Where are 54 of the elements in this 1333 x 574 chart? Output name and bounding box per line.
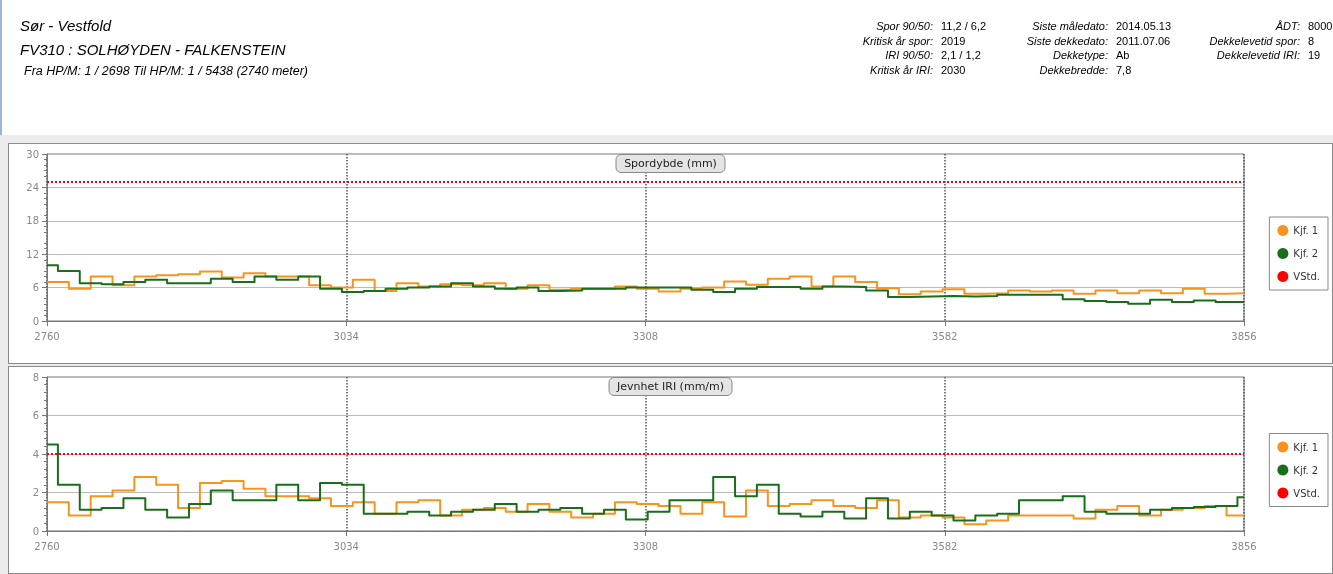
y-tick-label: 24: [26, 181, 39, 193]
y-tick-label: 6: [32, 410, 39, 421]
text: Dekkelevetid IRI:: [1216, 49, 1300, 61]
text: Kritisk år spor:: [862, 34, 933, 47]
text: ÅDT:: [1275, 20, 1300, 32]
text: 8000: [1308, 20, 1333, 32]
legend-label: Kjf. 1: [1293, 225, 1319, 236]
x-tick-label: 2760: [34, 540, 60, 552]
text: Dekketype:: [1052, 49, 1108, 61]
y-tick-label: 12: [26, 248, 39, 260]
y-tick-label: 30: [26, 148, 39, 160]
chart-title: Spordybde (mm): [624, 157, 717, 170]
text: Fra HP/M: 1 / 2698 Til HP/M: 1 / 5438 (2740 meter): [24, 64, 309, 78]
chart-title: Jevnhet IRI (mm/m): [615, 380, 725, 393]
y-tick-label: 0: [32, 315, 39, 327]
y-tick-label: 4: [32, 448, 39, 460]
x-tick-label: 3034: [333, 330, 359, 342]
text: Spor 90/50:: [876, 20, 933, 32]
text: 2011.07.06: [1116, 34, 1171, 47]
legend-label: Kjf. 2: [1293, 464, 1319, 476]
y-tick-label: 2: [32, 487, 39, 498]
legend-label: VStd.: [1293, 487, 1320, 499]
text: 8: [1308, 34, 1315, 47]
legend-label: Kjf. 1: [1293, 441, 1319, 453]
y-tick-label: 8: [32, 371, 39, 383]
x-tick-label: 3034: [333, 540, 359, 552]
text: Dekkebredde:: [1039, 63, 1108, 76]
legend-label: VStd.: [1293, 271, 1320, 282]
text: 19: [1308, 49, 1321, 61]
text: Dekkelevetid spor:: [1209, 34, 1300, 47]
x-tick-label: 3582: [932, 330, 958, 342]
text: FV310 : SOLHØYDEN - FALKENSTEIN: [20, 41, 286, 58]
text: 2014.05.13: [1116, 20, 1172, 32]
text: Siste dekkedato:: [1026, 34, 1108, 47]
x-tick-label: 3308: [632, 540, 659, 552]
text: 7,8: [1116, 63, 1132, 76]
text: 2,1 / 1,2: [941, 49, 981, 61]
y-tick-label: 18: [26, 215, 39, 227]
x-tick-label: 3856: [1231, 540, 1257, 552]
x-tick-label: 2760: [34, 330, 60, 342]
text: 11,2 / 6,2: [941, 20, 987, 32]
x-tick-label: 3308: [632, 330, 659, 342]
text: IRI 90/50:: [885, 49, 933, 61]
x-tick-label: 3856: [1231, 330, 1257, 342]
y-tick-label: 0: [32, 525, 39, 537]
legend-label: Kjf. 2: [1293, 248, 1319, 259]
text: Ab: [1116, 49, 1130, 61]
text: 2030: [941, 63, 966, 76]
text: 2019: [941, 34, 966, 47]
text: Siste måledato:: [1032, 20, 1108, 32]
text: Kritisk år IRI:: [870, 63, 933, 76]
y-tick-label: 6: [32, 282, 39, 294]
text: Sør - Vestfold: [20, 17, 112, 34]
x-tick-label: 3582: [932, 540, 958, 552]
